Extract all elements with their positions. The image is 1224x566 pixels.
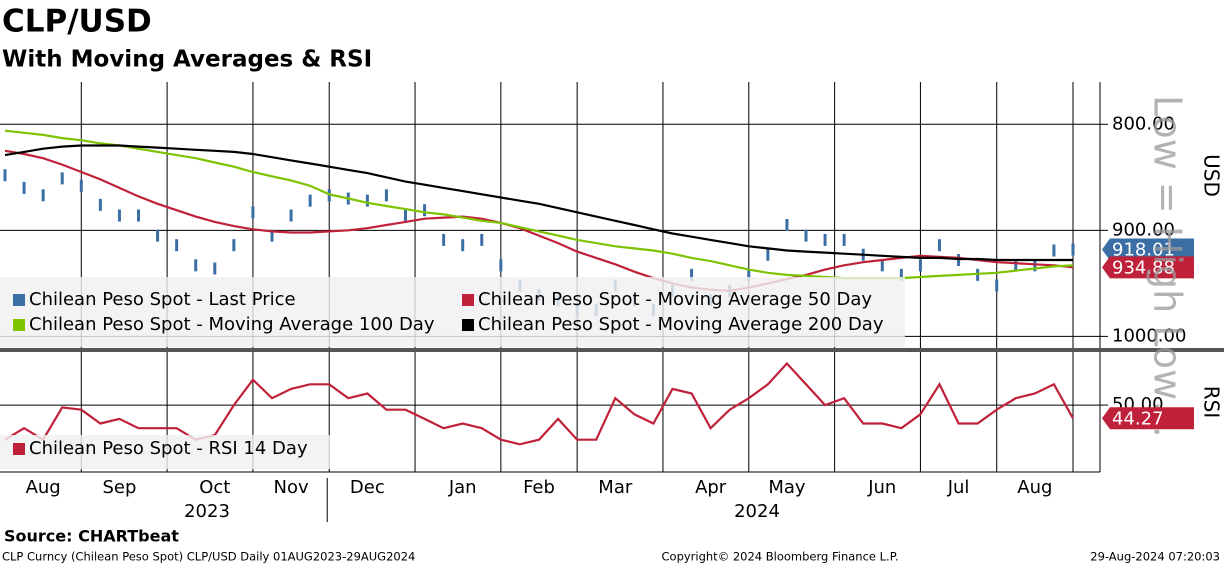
x-tick-label: Sep bbox=[102, 477, 136, 498]
price-bar bbox=[747, 268, 751, 281]
price-bar bbox=[98, 198, 102, 211]
price-bar bbox=[137, 209, 140, 222]
year-label: 2023 bbox=[184, 501, 230, 522]
legend-label: Chilean Peso Spot - Last Price bbox=[29, 289, 296, 310]
legend-swatch bbox=[13, 294, 25, 306]
legend-box bbox=[0, 277, 905, 347]
price-bar bbox=[175, 239, 179, 252]
series-line bbox=[4, 144, 1073, 262]
value-tag: 44.27 bbox=[1112, 408, 1164, 429]
price-bar bbox=[79, 179, 83, 192]
price-bar bbox=[423, 204, 427, 217]
price-bar bbox=[499, 259, 503, 272]
price-bar bbox=[41, 189, 45, 202]
footer-left: CLP Curncy (Chilean Peso Spot) CLP/USD D… bbox=[2, 550, 415, 564]
y-tick-label: 800.00 bbox=[1112, 113, 1175, 134]
legend-swatch bbox=[13, 443, 25, 455]
price-bar bbox=[823, 233, 827, 246]
series-line bbox=[4, 149, 1074, 292]
price-bar bbox=[156, 229, 160, 242]
value-tag: 934.88 bbox=[1112, 257, 1175, 278]
price-bar bbox=[480, 233, 484, 246]
x-tick-label: Mar bbox=[598, 477, 633, 498]
y-tick-label: 1000.00 bbox=[1112, 325, 1186, 346]
price-bar bbox=[270, 229, 274, 242]
legend-box bbox=[0, 435, 330, 469]
price-bar bbox=[365, 194, 369, 207]
legend-label: Chilean Peso Spot - Moving Average 100 D… bbox=[29, 314, 435, 335]
x-tick-label: Jan bbox=[448, 477, 477, 498]
price-bar bbox=[442, 233, 446, 246]
year-label: 2024 bbox=[734, 501, 780, 522]
legend-label: Chilean Peso Spot - Moving Average 200 D… bbox=[478, 314, 884, 335]
footer-center: Copyright© 2024 Bloomberg Finance L.P. bbox=[662, 550, 899, 564]
price-bar bbox=[60, 172, 64, 185]
legend-label: Chilean Peso Spot - RSI 14 Day bbox=[29, 438, 308, 459]
legend-swatch bbox=[462, 294, 474, 306]
price-bar bbox=[938, 239, 941, 252]
panel-separator bbox=[0, 348, 1224, 352]
price-bar bbox=[251, 206, 255, 219]
y-axis-label: USD bbox=[1200, 154, 1224, 197]
x-tick-label: Apr bbox=[695, 477, 727, 498]
value-tag: 918.01 bbox=[1112, 239, 1175, 260]
watermark: Low = High Low… bbox=[1146, 95, 1190, 438]
legend-swatch bbox=[13, 319, 25, 331]
price-bar bbox=[918, 259, 922, 272]
price-bar bbox=[690, 268, 694, 281]
x-tick-label: Nov bbox=[274, 477, 309, 498]
x-tick-label: Oct bbox=[199, 477, 230, 498]
chart-subtitle: With Moving Averages & RSI bbox=[2, 47, 372, 73]
x-tick-label: May bbox=[768, 477, 806, 498]
legend-label: Chilean Peso Spot - Moving Average 50 Da… bbox=[478, 289, 872, 310]
y-axis-label: RSI bbox=[1200, 386, 1224, 419]
price-bar bbox=[842, 233, 846, 246]
price-bar bbox=[804, 229, 808, 242]
price-bar bbox=[117, 209, 121, 222]
overlay: Aug Sep Oct Nov Dec Jan Feb Mar Apr May Jun Jul Aug 2… bbox=[0, 82, 1224, 522]
x-tick-label: Aug bbox=[1017, 477, 1052, 498]
value-tag-box bbox=[1102, 407, 1194, 430]
x-tick-label: Jul bbox=[947, 477, 970, 498]
x-tick-label: Dec bbox=[350, 477, 385, 498]
price-bar bbox=[22, 181, 26, 194]
price-bar bbox=[404, 209, 407, 222]
x-tick-label: Feb bbox=[523, 477, 555, 498]
y-tick-label: 900.00 bbox=[1112, 219, 1175, 240]
source: Source: CHARTbeat bbox=[4, 527, 179, 546]
value-tag-box bbox=[1102, 238, 1194, 261]
price-bar bbox=[766, 248, 770, 261]
price-bar bbox=[785, 219, 789, 232]
x-tick-label: Aug bbox=[26, 477, 61, 498]
price-bar bbox=[1014, 259, 1018, 272]
price-bar bbox=[995, 279, 999, 292]
price-bar bbox=[194, 259, 198, 272]
price-bar bbox=[461, 239, 465, 252]
chart-title: CLP/USD bbox=[2, 4, 152, 40]
price-bar bbox=[232, 239, 236, 252]
price-bar bbox=[899, 268, 903, 281]
x-tick-label: Jun bbox=[867, 477, 896, 498]
price-bar bbox=[384, 189, 388, 202]
price-bar bbox=[213, 262, 217, 275]
price-bar bbox=[3, 169, 7, 182]
price-bar bbox=[1052, 244, 1056, 257]
legend-swatch bbox=[462, 319, 474, 331]
price-bar bbox=[880, 259, 884, 272]
price-bar bbox=[1071, 243, 1075, 256]
footer-right: 29-Aug-2024 07:20:03 bbox=[1090, 550, 1220, 564]
price-bar bbox=[308, 194, 312, 207]
series-line bbox=[4, 361, 1074, 446]
value-tag-box bbox=[1102, 256, 1194, 279]
price-bar bbox=[289, 209, 293, 222]
